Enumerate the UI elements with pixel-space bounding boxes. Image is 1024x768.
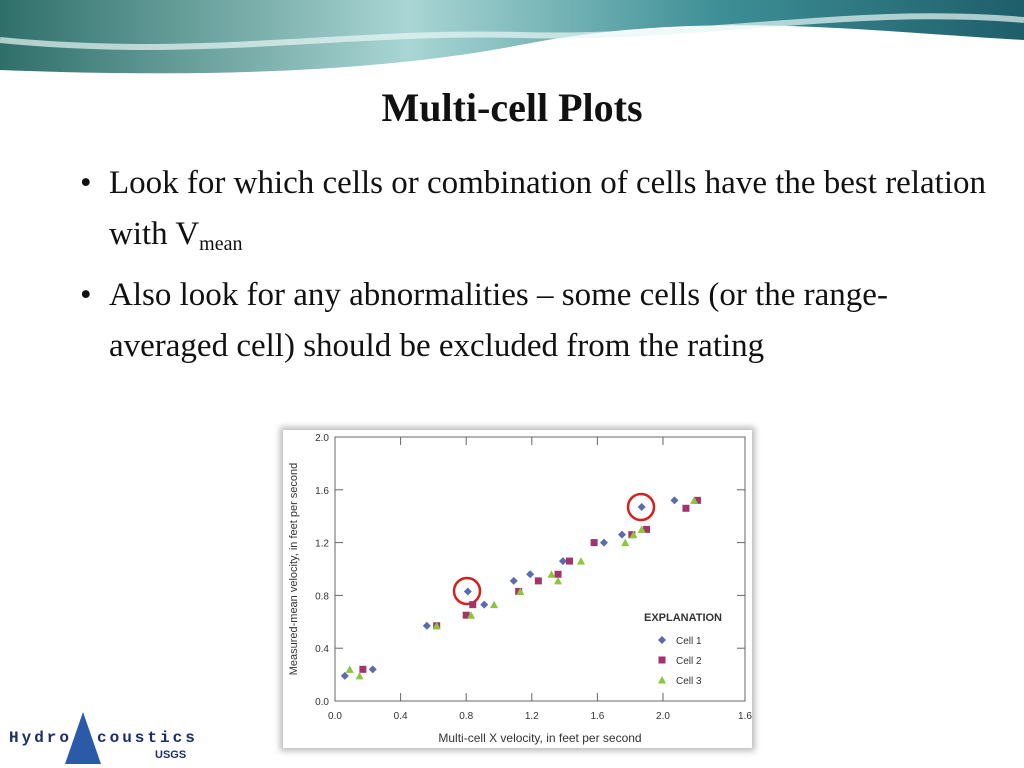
point (467, 611, 476, 619)
point (516, 587, 525, 595)
point (629, 530, 638, 539)
point (469, 601, 477, 609)
plot-frame (334, 436, 746, 702)
point (618, 530, 626, 539)
x-tick-label: 1.6 (738, 711, 752, 722)
legend-title: EXPLANATION (644, 612, 722, 624)
y-tick-label: 1.6 (315, 486, 329, 497)
y-tick-label: 1.2 (315, 539, 329, 550)
y-tick-label: 2.0 (315, 433, 329, 444)
point (670, 496, 679, 505)
point (359, 665, 367, 673)
point (534, 577, 542, 585)
point (682, 504, 690, 512)
highlight-circle (452, 576, 482, 606)
legend-label: Cell 1 (676, 636, 702, 647)
y-axis-label: Measured-mean velocity, in feet per seco… (288, 463, 300, 676)
legend-marker (658, 676, 666, 684)
legend-label: Cell 3 (676, 676, 702, 687)
legend-label: Cell 2 (676, 656, 702, 667)
point (621, 538, 630, 547)
point (480, 600, 489, 609)
point (554, 576, 563, 585)
point (599, 538, 608, 547)
point (345, 665, 354, 673)
logo-text: Hydro (9, 729, 72, 747)
point (637, 525, 646, 533)
point (643, 525, 651, 533)
y-tick-label: 0.8 (315, 591, 329, 602)
point (554, 570, 562, 578)
point (637, 502, 646, 511)
x-tick-label: 1.6 (590, 711, 604, 722)
logo-text: coustics (97, 729, 198, 747)
point (340, 671, 349, 680)
x-tick-label: 1.2 (525, 711, 539, 722)
point (509, 576, 518, 585)
point (577, 557, 585, 565)
logo-agency: USGS (155, 749, 186, 761)
point (368, 665, 377, 674)
point (463, 587, 472, 596)
x-tick-label: 2.0 (656, 711, 670, 722)
x-tick-label: 0.8 (459, 711, 473, 722)
bullet: Also look for any abnormalities – some c… (80, 270, 999, 372)
x-tick-label: 0.4 (394, 711, 408, 722)
point (566, 557, 574, 565)
y-tick-label: 0.0 (315, 697, 329, 708)
x-axis-label: Multi-cell X velocity, in feet per secon… (438, 731, 641, 745)
point (558, 557, 567, 566)
bullet-text: Look for which cells or combination of c… (109, 165, 986, 252)
bullet: Look for which cells or combination of c… (80, 158, 999, 260)
point (462, 611, 470, 619)
subscript: mean (199, 233, 243, 255)
point (590, 539, 598, 547)
x-tick-label: 0.0 (328, 711, 342, 722)
legend-marker (658, 636, 666, 644)
point (526, 570, 535, 579)
y-tick-label: 0.4 (315, 644, 329, 655)
point (690, 496, 699, 504)
logo: Hydro coustics USGS (9, 712, 198, 764)
point (547, 570, 556, 578)
header-wave (0, 0, 1024, 74)
point (422, 621, 431, 630)
logo-a (65, 712, 101, 764)
slide-title: Multi-cell Plots (381, 85, 643, 130)
point (355, 671, 364, 680)
bullet-text: Also look for any abnormalities – some c… (109, 277, 888, 364)
point (432, 621, 441, 630)
point (490, 600, 499, 609)
point (693, 496, 701, 504)
legend-marker (658, 656, 666, 664)
highlight-circle (626, 492, 656, 522)
